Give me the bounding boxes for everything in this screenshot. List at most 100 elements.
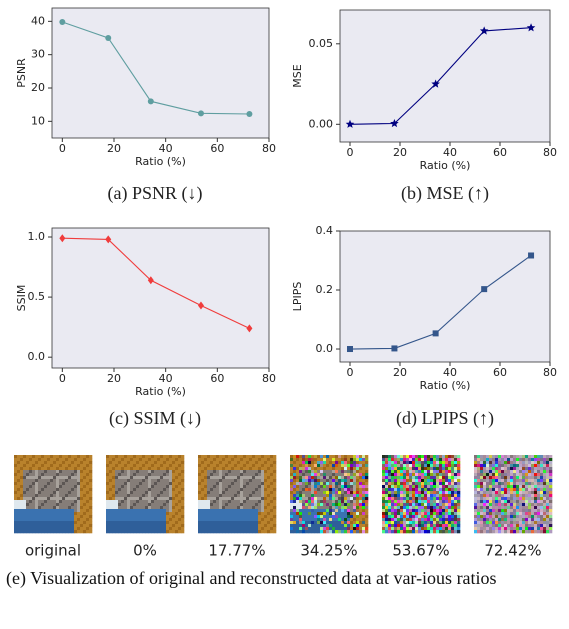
pixel (326, 470, 330, 474)
pixel (549, 500, 553, 504)
pixel (32, 458, 36, 462)
pixel (115, 491, 119, 495)
pixel (424, 482, 428, 486)
pixel (175, 527, 179, 531)
pixel (495, 506, 499, 510)
pixel (338, 491, 342, 495)
pixel (142, 467, 146, 471)
pixel (293, 518, 297, 522)
pixel (240, 497, 244, 501)
pixel (445, 458, 449, 462)
pixel (139, 455, 143, 459)
pixel (53, 509, 57, 513)
pixel (32, 470, 36, 474)
pixel (124, 485, 128, 489)
pixel (332, 464, 336, 468)
pixel (537, 500, 541, 504)
pixel (415, 497, 419, 501)
pixel (246, 455, 250, 459)
pixel (124, 464, 128, 468)
pixel (483, 509, 487, 513)
pixel (454, 515, 458, 519)
pixel (267, 491, 271, 495)
pixel (216, 467, 220, 471)
pixel (347, 482, 351, 486)
pixel (106, 479, 110, 483)
pixel (234, 488, 238, 492)
pixel (498, 509, 502, 513)
pixel (320, 464, 324, 468)
marker (347, 346, 353, 353)
pixel (501, 491, 505, 495)
pixel (335, 476, 339, 480)
marker (391, 345, 398, 352)
pixel (23, 506, 27, 510)
pixel (71, 512, 75, 516)
pixel (127, 458, 131, 462)
pixel (136, 485, 140, 489)
pixel (234, 524, 238, 528)
pixel (50, 467, 54, 471)
pixel (537, 470, 541, 474)
pixel (124, 530, 128, 534)
pixel (258, 494, 262, 498)
pixel (127, 485, 131, 489)
pixel (207, 521, 211, 525)
pixel (68, 503, 72, 507)
pixel (385, 509, 389, 513)
pixel (89, 455, 93, 459)
pixel (169, 497, 173, 501)
pixel (522, 458, 526, 462)
pixel (323, 524, 327, 528)
pixel (86, 470, 90, 474)
x-tick-label: 0 (347, 366, 354, 379)
pixel (213, 530, 217, 534)
pixel (38, 497, 42, 501)
pixel (317, 467, 321, 471)
pixel (181, 521, 185, 525)
pixel (47, 527, 51, 531)
pixel (68, 470, 72, 474)
y-tick-label: 0.4 (316, 224, 334, 237)
pixel (148, 509, 152, 513)
y-axis-label: PSNR (15, 58, 28, 88)
pixel (204, 491, 208, 495)
pixel (323, 464, 327, 468)
pixel (249, 530, 253, 534)
pixel (80, 476, 84, 480)
pixel (80, 521, 84, 525)
pixel (160, 479, 164, 483)
pixel (501, 467, 505, 471)
pixel (35, 476, 39, 480)
pixel (53, 461, 57, 465)
pixel (439, 470, 443, 474)
pixel (204, 485, 208, 489)
pixel (136, 518, 140, 522)
pixel (394, 524, 398, 528)
pixel (273, 500, 277, 504)
pixel (47, 473, 51, 477)
pixel (317, 503, 321, 507)
pixel (489, 500, 493, 504)
pixel (154, 488, 158, 492)
pixel (519, 509, 523, 513)
pixel (519, 467, 523, 471)
pixel (213, 512, 217, 516)
pixel (457, 530, 461, 534)
pixel (89, 527, 93, 531)
pixel (546, 524, 550, 528)
pixel (400, 473, 404, 477)
pixel (228, 470, 232, 474)
pixel (44, 509, 48, 513)
pixel (50, 485, 54, 489)
pixel (136, 482, 140, 486)
pixel (445, 503, 449, 507)
pixel (139, 461, 143, 465)
pixel (178, 458, 182, 462)
pixel (483, 491, 487, 495)
pixel (397, 509, 401, 513)
pixel (109, 470, 113, 474)
pixel (237, 485, 241, 489)
pixel (106, 467, 110, 471)
pixel (474, 488, 478, 492)
